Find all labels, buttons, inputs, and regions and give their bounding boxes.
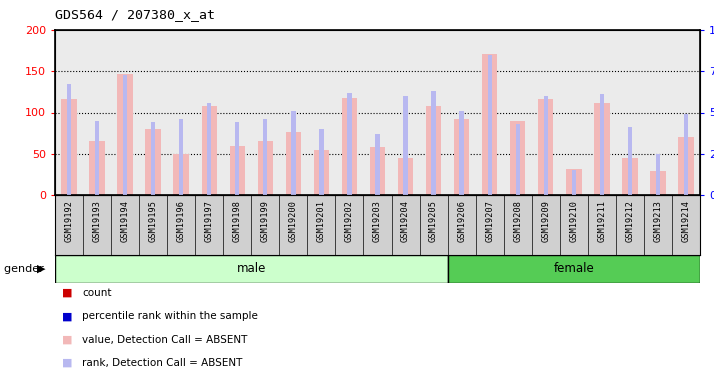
Bar — [431, 91, 436, 195]
Bar — [313, 150, 329, 195]
Bar — [516, 124, 520, 195]
Text: GSM19212: GSM19212 — [625, 200, 635, 242]
Text: ▶: ▶ — [37, 264, 46, 274]
Bar — [594, 104, 610, 195]
Bar — [370, 147, 386, 195]
Bar — [543, 96, 548, 195]
Bar — [448, 255, 700, 283]
Bar — [684, 114, 688, 195]
Bar — [566, 169, 581, 195]
Bar — [201, 106, 217, 195]
Bar — [650, 171, 665, 195]
Text: value, Detection Call = ABSENT: value, Detection Call = ABSENT — [82, 334, 248, 345]
Bar — [403, 96, 408, 195]
Bar — [55, 255, 448, 283]
Bar — [342, 99, 357, 195]
Text: GSM19207: GSM19207 — [486, 200, 494, 242]
Text: ■: ■ — [62, 311, 73, 321]
Text: GSM19193: GSM19193 — [93, 200, 101, 242]
Bar — [230, 146, 245, 195]
Bar — [179, 119, 183, 195]
Bar — [67, 84, 71, 195]
Text: GSM19213: GSM19213 — [653, 200, 663, 242]
Text: ■: ■ — [62, 288, 73, 298]
Bar — [95, 121, 99, 195]
Text: count: count — [82, 288, 111, 298]
Bar — [376, 134, 380, 195]
Text: GSM19200: GSM19200 — [289, 200, 298, 242]
Text: GSM19214: GSM19214 — [681, 200, 690, 242]
Bar — [426, 106, 441, 195]
Bar — [482, 54, 498, 195]
Text: GSM19198: GSM19198 — [233, 200, 242, 242]
Text: GSM19210: GSM19210 — [569, 200, 578, 242]
Bar — [460, 111, 464, 195]
Text: GSM19204: GSM19204 — [401, 200, 410, 242]
Text: female: female — [553, 262, 594, 276]
Text: GSM19202: GSM19202 — [345, 200, 354, 242]
Bar — [600, 94, 604, 195]
Bar — [146, 129, 161, 195]
Text: GSM19194: GSM19194 — [121, 200, 130, 242]
Bar — [538, 99, 553, 195]
Text: rank, Detection Call = ABSENT: rank, Detection Call = ABSENT — [82, 358, 243, 368]
Text: GSM19203: GSM19203 — [373, 200, 382, 242]
Bar — [207, 103, 211, 195]
Bar — [235, 122, 239, 195]
Bar — [123, 75, 127, 195]
Bar — [628, 128, 632, 195]
Bar — [347, 93, 351, 195]
Text: GSM19201: GSM19201 — [317, 200, 326, 242]
Text: GSM19192: GSM19192 — [64, 200, 74, 242]
Bar — [117, 74, 133, 195]
Bar — [572, 170, 576, 195]
Text: percentile rank within the sample: percentile rank within the sample — [82, 311, 258, 321]
Bar — [61, 99, 76, 195]
Text: ■: ■ — [62, 334, 73, 345]
Bar — [286, 132, 301, 195]
Bar — [510, 121, 526, 195]
Text: GSM19205: GSM19205 — [429, 200, 438, 242]
Bar — [263, 119, 268, 195]
Text: GSM19197: GSM19197 — [205, 200, 213, 242]
Text: GSM19206: GSM19206 — [457, 200, 466, 242]
Bar — [258, 141, 273, 195]
Text: GSM19209: GSM19209 — [541, 200, 550, 242]
Text: GSM19195: GSM19195 — [149, 200, 158, 242]
Text: male: male — [236, 262, 266, 276]
Bar — [622, 158, 638, 195]
Text: GSM19199: GSM19199 — [261, 200, 270, 242]
Bar — [398, 158, 413, 195]
Bar — [655, 154, 660, 195]
Bar — [89, 141, 105, 195]
Bar — [454, 119, 469, 195]
Text: GSM19208: GSM19208 — [513, 200, 522, 242]
Text: GDS564 / 207380_x_at: GDS564 / 207380_x_at — [55, 8, 215, 21]
Text: GSM19211: GSM19211 — [598, 200, 606, 242]
Text: GSM19196: GSM19196 — [176, 200, 186, 242]
Text: ■: ■ — [62, 358, 73, 368]
Bar — [678, 137, 694, 195]
Bar — [174, 154, 189, 195]
Bar — [488, 55, 492, 195]
Bar — [151, 122, 156, 195]
Bar — [291, 111, 296, 195]
Text: gender: gender — [4, 264, 47, 274]
Bar — [319, 129, 323, 195]
